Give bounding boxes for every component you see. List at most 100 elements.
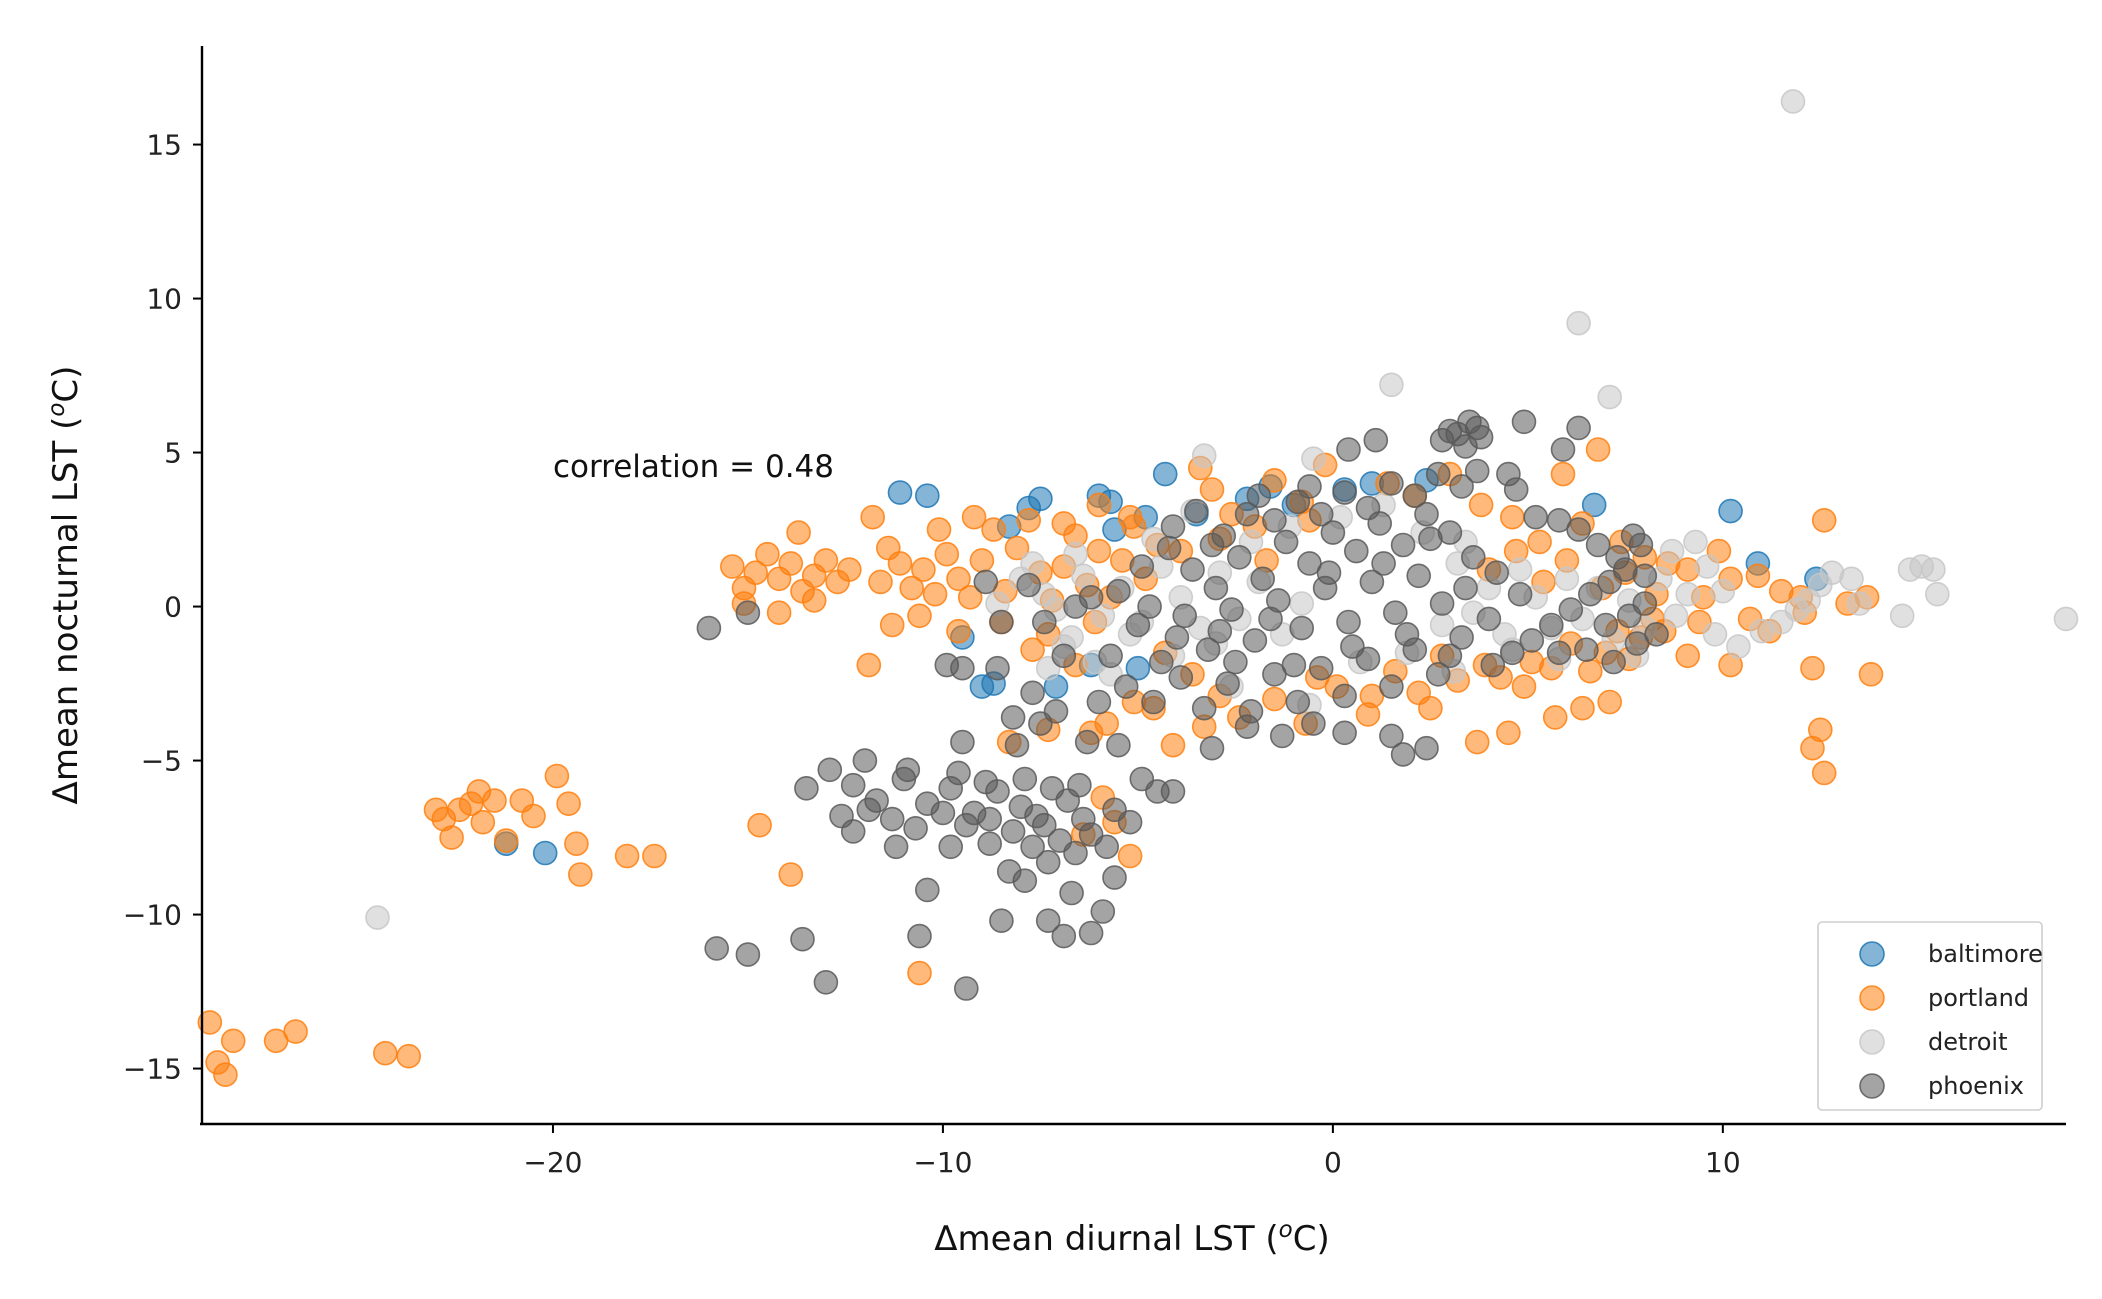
phoenix-point — [1539, 612, 1564, 638]
phoenix-point — [1004, 732, 1030, 758]
portland-point — [1550, 461, 1576, 487]
portland-point — [786, 520, 811, 545]
portland-point — [868, 569, 893, 595]
phoenix-point — [1032, 609, 1057, 635]
phoenix-point — [989, 609, 1014, 635]
portland-point — [642, 843, 667, 869]
phoenix-point — [1379, 471, 1404, 496]
phoenix-point — [1566, 517, 1591, 542]
phoenix-point — [1593, 612, 1619, 638]
phoenix-point — [1425, 461, 1451, 487]
phoenix-point — [1199, 532, 1225, 558]
detroit-point — [1683, 529, 1708, 555]
detroit-point — [1071, 563, 1096, 589]
portland-point — [1406, 680, 1431, 706]
phoenix-point — [1363, 427, 1389, 453]
phoenix-point — [1546, 640, 1572, 666]
phoenix-point — [1371, 551, 1396, 576]
baltimore-point — [914, 483, 940, 509]
detroit-point — [1749, 618, 1775, 644]
phoenix-point — [977, 806, 1003, 832]
portland-point — [1051, 511, 1077, 536]
portland-point — [755, 541, 780, 567]
phoenix-point — [1390, 742, 1416, 767]
phoenix-point — [1145, 779, 1170, 804]
portland-point — [766, 600, 792, 626]
phoenix-point — [1320, 520, 1346, 545]
portland-point — [1117, 843, 1143, 869]
phoenix-point — [1223, 649, 1248, 675]
legend-marker-phoenix — [1859, 1073, 1885, 1099]
portland-point — [1585, 437, 1611, 462]
phoenix-point — [1332, 683, 1357, 709]
phoenix-point — [1207, 618, 1233, 644]
x-tick-label: −10 — [913, 1146, 972, 1179]
phoenix-point — [1269, 723, 1295, 749]
portland-point — [1542, 705, 1568, 730]
phoenix-point — [1113, 674, 1139, 699]
portland-point — [1199, 477, 1225, 502]
portland-point — [431, 806, 457, 832]
phoenix-point — [1336, 437, 1361, 462]
phoenix-point — [1394, 621, 1420, 647]
phoenix-point — [1644, 621, 1669, 647]
phoenix-point — [1094, 834, 1119, 860]
detroit-point — [1726, 634, 1751, 659]
detroit-point — [1554, 566, 1580, 592]
portland-point — [778, 551, 804, 576]
portland-point — [1500, 504, 1525, 530]
baltimore-point — [1718, 498, 1743, 524]
portland-point — [957, 584, 983, 610]
portland-point — [907, 960, 932, 986]
portland-point — [283, 1019, 308, 1044]
portland-point — [521, 803, 546, 829]
detroit-point — [1191, 443, 1217, 468]
x-axis-ticks: −20 −10 0 10 — [523, 1124, 1741, 1179]
portland-point — [1811, 507, 1837, 533]
legend-box — [1817, 921, 2043, 1111]
detroit-point — [1659, 538, 1685, 564]
phoenix-point — [1203, 575, 1229, 601]
x-tick-label: 10 — [1705, 1146, 1741, 1179]
phoenix-point — [1585, 532, 1611, 558]
phoenix-point — [1379, 674, 1404, 699]
phoenix-point — [1566, 415, 1591, 441]
portland-point — [801, 588, 827, 613]
phoenix-point — [1578, 581, 1603, 607]
phoenix-point — [1024, 803, 1049, 829]
phoenix-point — [950, 729, 975, 755]
y-axis-label: Δmean nocturnal LST (oC) — [44, 366, 86, 805]
portland-point — [197, 1010, 223, 1035]
phoenix-point — [1262, 507, 1287, 533]
legend: baltimore portland detroit phoenix — [1817, 921, 2043, 1111]
baltimore-point — [1152, 461, 1178, 487]
phoenix-point — [914, 877, 940, 903]
phoenix-point — [1628, 532, 1654, 558]
portland-point — [934, 541, 960, 567]
phoenix-point — [1523, 504, 1548, 530]
phoenix-point — [879, 806, 905, 832]
portland-point — [220, 1028, 246, 1054]
portland-point — [946, 566, 971, 592]
phoenix-point — [1184, 498, 1209, 524]
portland-point — [470, 809, 496, 835]
phoenix-point — [794, 775, 819, 801]
y-tick-label: 0 — [164, 591, 182, 624]
phoenix-point — [1449, 474, 1474, 499]
phoenix-point — [977, 831, 1003, 857]
portland-point — [879, 612, 905, 638]
y-tick-label: 5 — [164, 437, 182, 470]
phoenix-point — [1067, 772, 1092, 798]
phoenix-point — [1156, 535, 1182, 561]
portland-point — [1496, 720, 1521, 746]
phoenix-point — [1461, 544, 1486, 570]
portland-point — [747, 812, 772, 838]
legend-marker-detroit — [1859, 1029, 1885, 1055]
portland-point — [743, 560, 769, 586]
phoenix-point — [1390, 532, 1416, 558]
phoenix-point — [1012, 766, 1038, 792]
y-tick-label: −10 — [123, 899, 182, 932]
phoenix-point — [1258, 606, 1283, 632]
detroit-point — [1090, 603, 1116, 629]
portland-point — [1800, 655, 1825, 681]
